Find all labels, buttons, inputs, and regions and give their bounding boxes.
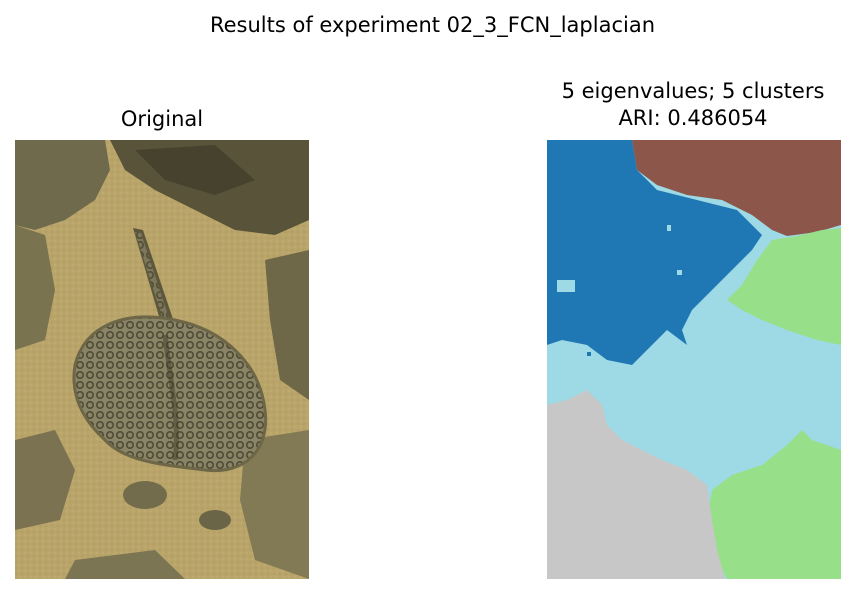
segmentation-title-line1: 5 eigenvalues; 5 clusters [561, 79, 825, 103]
figure-suptitle: Results of experiment 02_3_FCN_laplacian [209, 13, 656, 37]
segmentation-title: 5 eigenvalues; 5 clusters ARI: 0.486054 [520, 78, 865, 132]
segmentation-map [547, 140, 841, 579]
stingray-photo [15, 140, 309, 579]
original-title: Original [120, 107, 204, 131]
segmentation-title-line2: ARI: 0.486054 [618, 106, 768, 130]
segmentation-image [547, 140, 841, 579]
original-image [15, 140, 309, 579]
